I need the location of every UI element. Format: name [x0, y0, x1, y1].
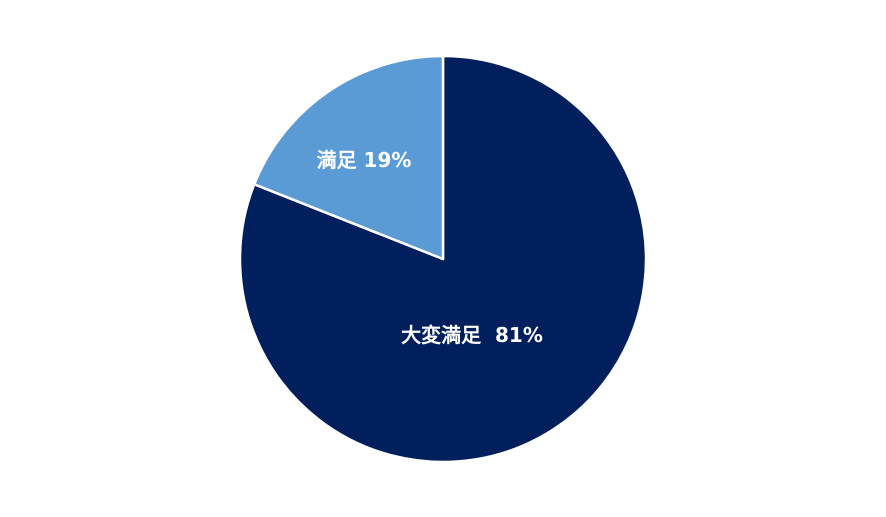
pie-slice-2 — [253, 54, 445, 261]
data-label-2: 満足 19% — [317, 148, 412, 172]
data-label-1: 大変満足 81% — [401, 323, 543, 347]
